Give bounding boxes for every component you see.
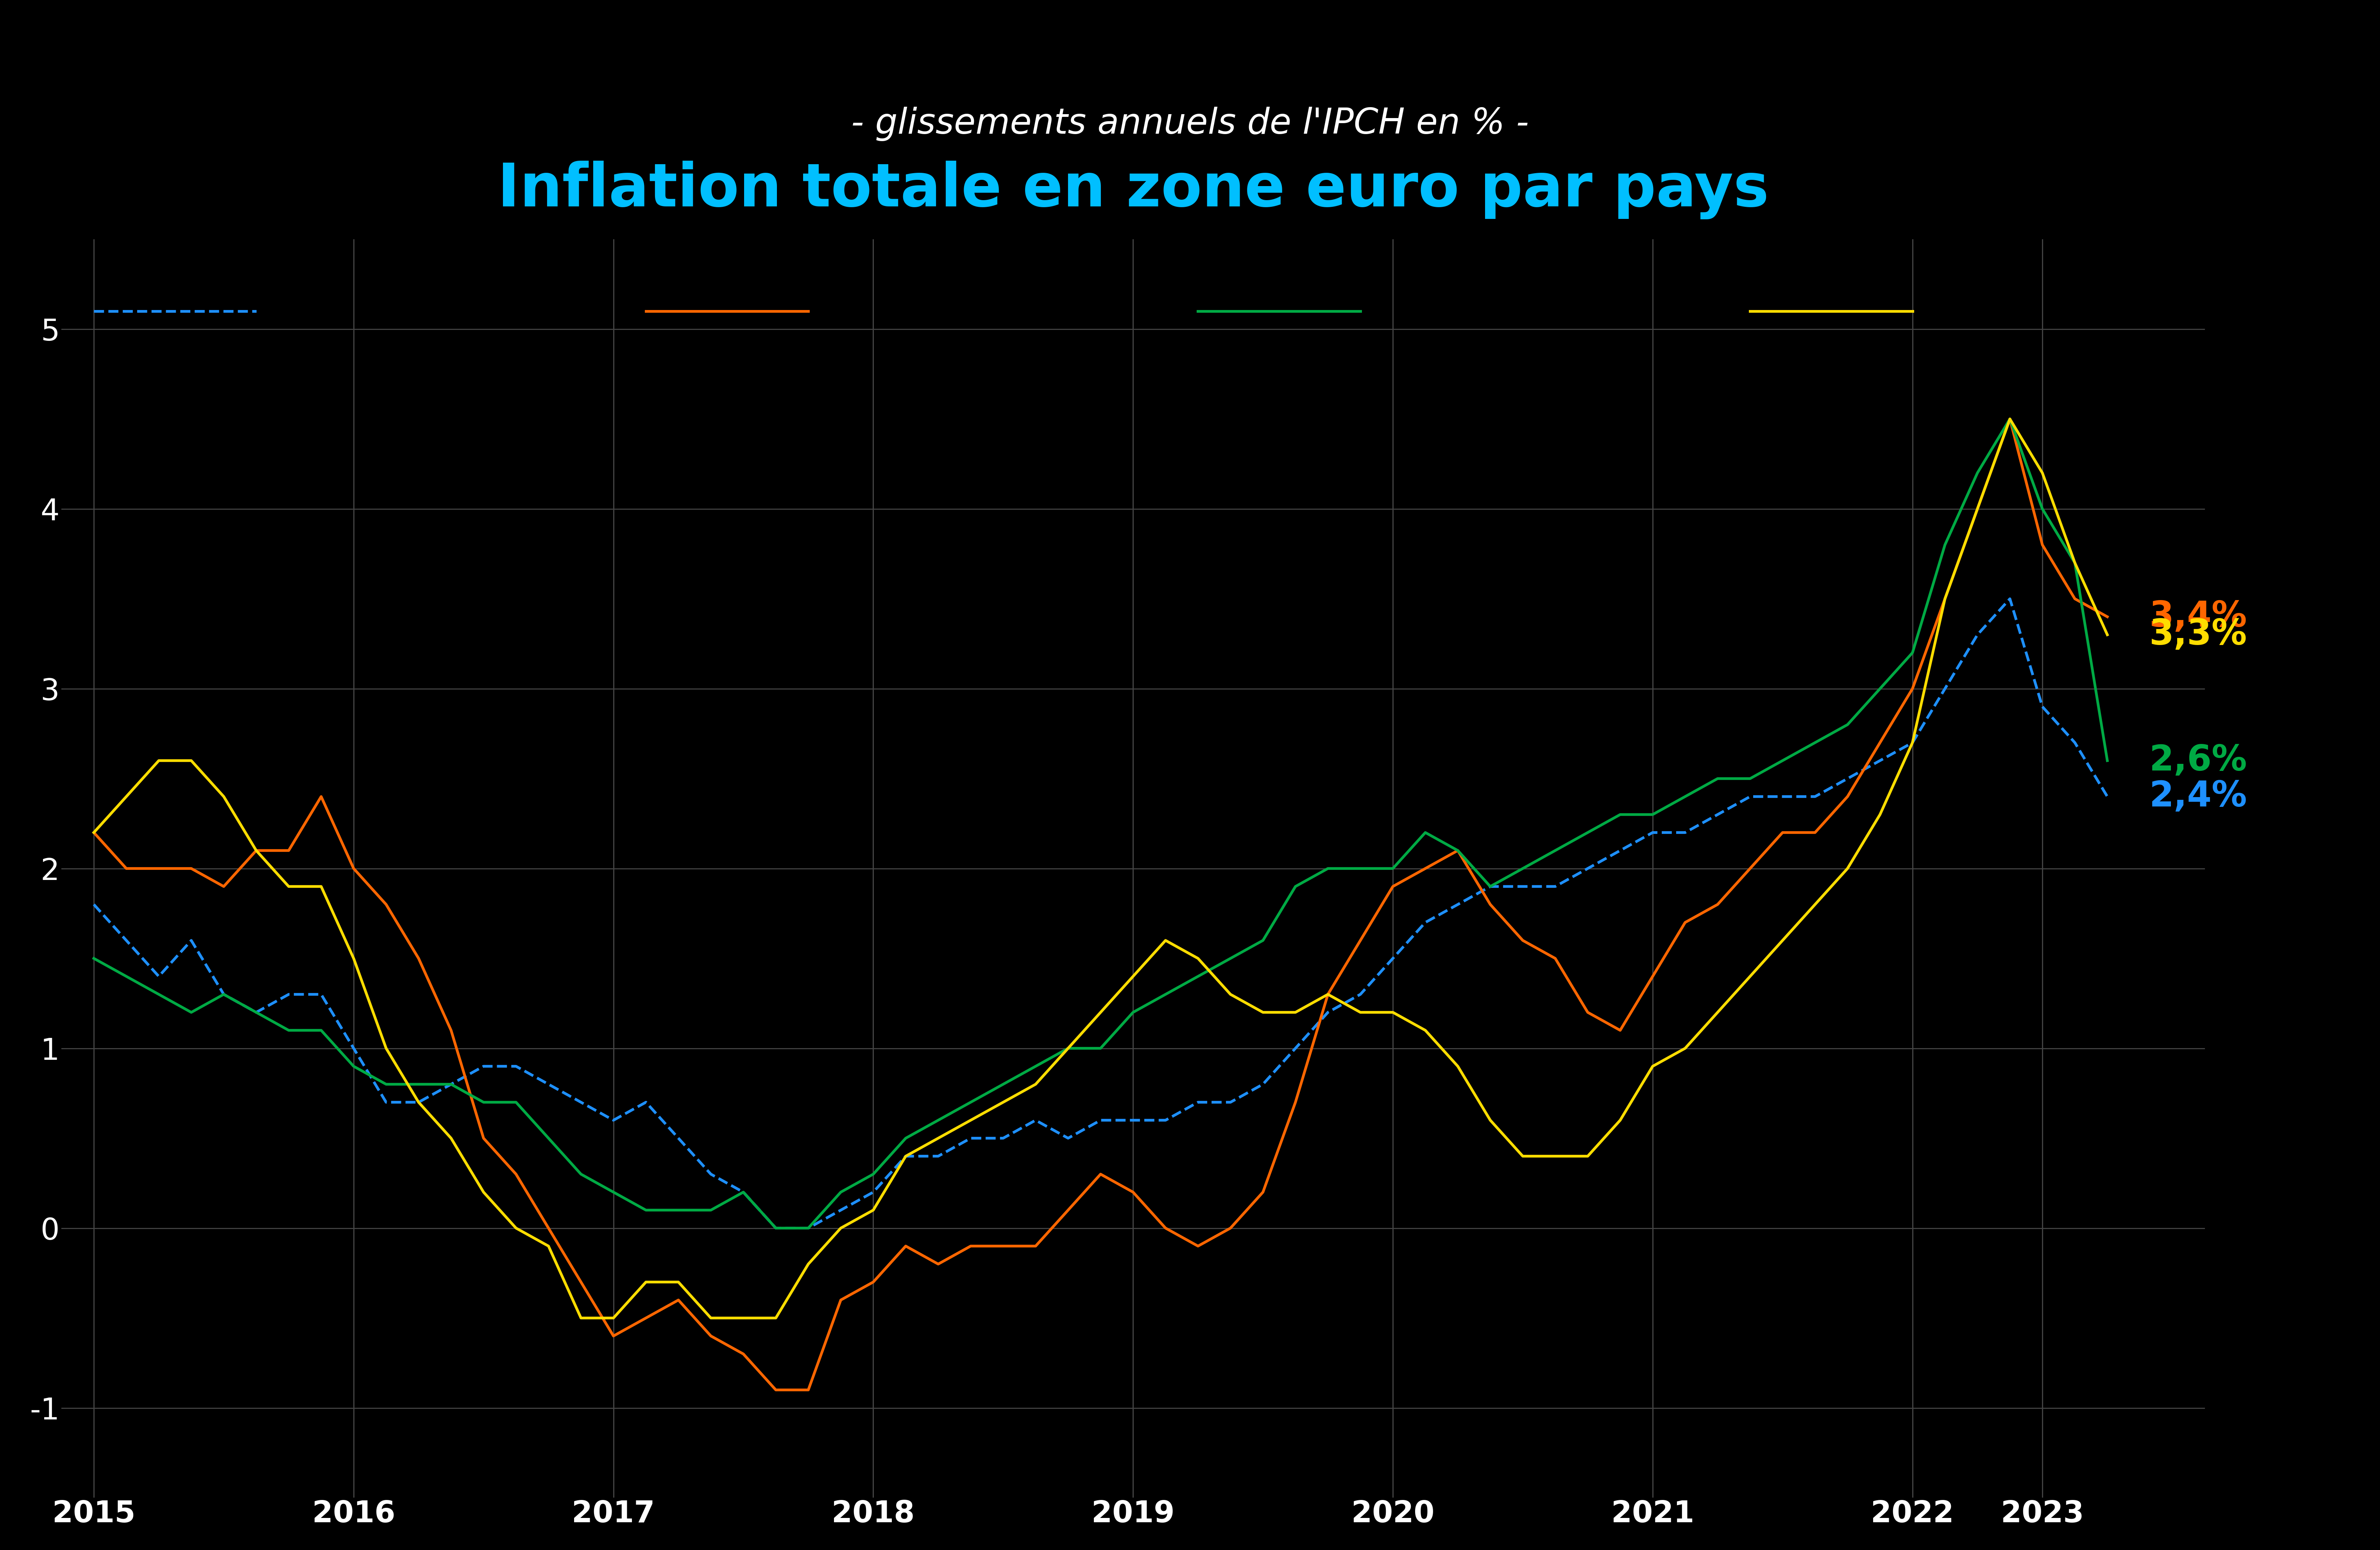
Text: 2,4%: 2,4% [2149,780,2247,814]
Text: - glissements annuels de l'IPCH en % -: - glissements annuels de l'IPCH en % - [852,107,1528,141]
Text: 3,3%: 3,3% [2149,617,2247,653]
Text: 2,6%: 2,6% [2149,744,2247,778]
Title: Inflation totale en zone euro par pays: Inflation totale en zone euro par pays [497,161,1768,220]
Text: 3,4%: 3,4% [2149,600,2247,634]
